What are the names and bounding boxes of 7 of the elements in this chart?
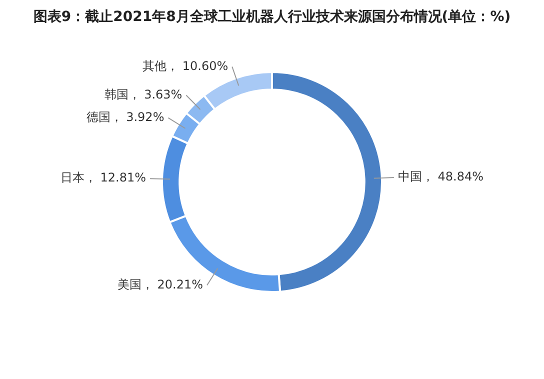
slice-label: 美国， 20.21% [117,277,204,292]
slice-label: 韩国， 3.63% [104,87,182,102]
slice-label: 其他， 10.60% [142,58,228,73]
slice-label: 德国， 3.92% [86,110,164,124]
chart-title: 图表9：截止2021年8月全球工业机器人行业技术来源国分布情况(单位：%) [32,8,512,27]
slice-label: 中国， 48.84% [398,170,484,184]
slice-label: 日本， 12.81% [60,170,146,185]
